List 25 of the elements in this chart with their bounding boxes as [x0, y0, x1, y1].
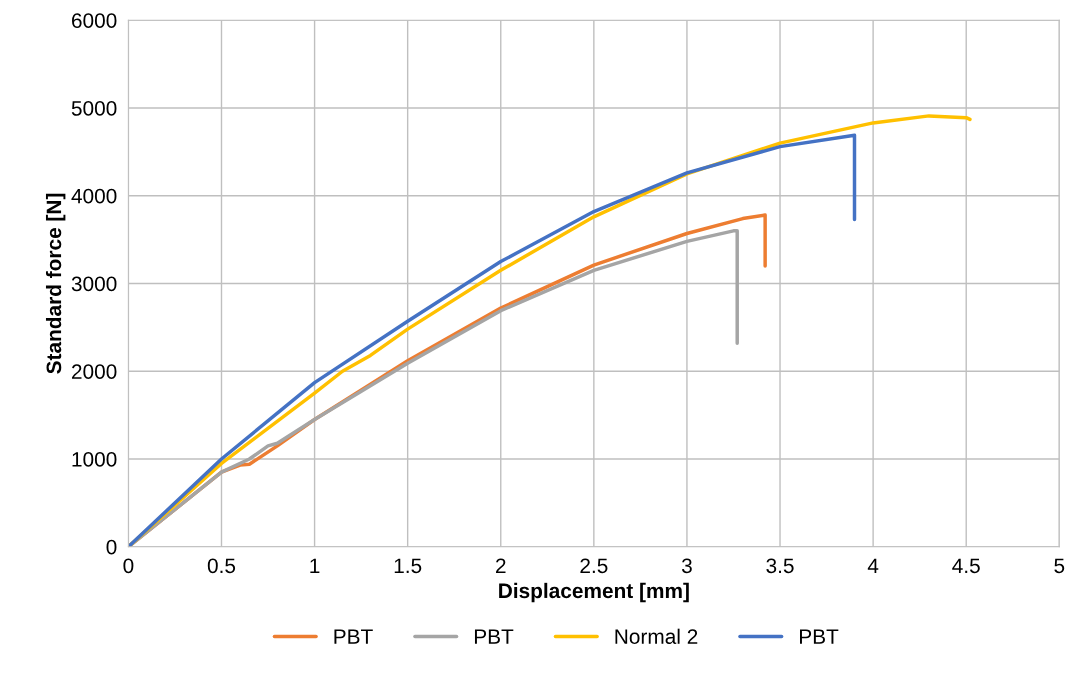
x-tick-label: 5 [1054, 558, 1065, 574]
x-tick-label: 3 [681, 558, 692, 574]
x-tick-label: 3.5 [766, 558, 794, 574]
y-tick-label: 4000 [71, 188, 117, 204]
x-axis-title: Displacement [mm] [499, 582, 689, 603]
x-tick-label: 1.5 [394, 558, 422, 574]
y-tick-label: 0 [106, 539, 117, 555]
legend-label: PBT [474, 629, 514, 644]
legend-label: PBT [800, 629, 839, 644]
legend-label: PBT [334, 629, 373, 644]
y-tick-label: 2000 [72, 364, 117, 379]
x-tick-label: 2.5 [580, 558, 608, 574]
y-tick-label: 1000 [72, 452, 117, 467]
line-series [128, 133, 857, 547]
y-tick-label: 5000 [71, 101, 117, 116]
x-tick-label: 4 [867, 558, 879, 573]
x-tick-label: 4.5 [952, 558, 980, 574]
x-tick-label: 2 [496, 558, 506, 573]
y-tick-label: 3000 [71, 276, 117, 292]
x-tick-label: 0 [123, 558, 134, 574]
x-tick-label: 0.5 [207, 558, 236, 574]
x-tick-label: 1 [310, 558, 320, 573]
y-tick-label: 6000 [72, 13, 117, 28]
legend-label: Normal 2 [615, 628, 698, 644]
y-axis-title: Standard force [N] [45, 193, 66, 374]
